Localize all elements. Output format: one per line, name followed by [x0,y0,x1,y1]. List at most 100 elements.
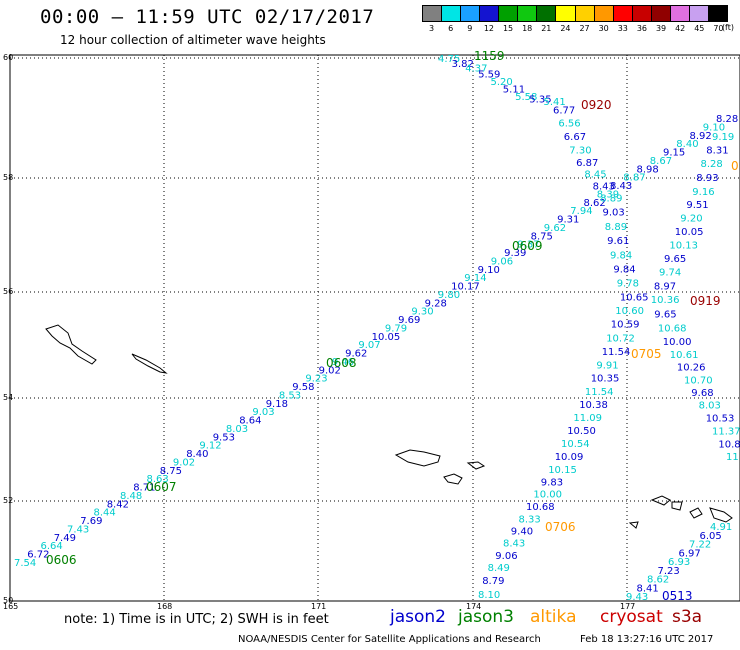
lat-label-52: 52 [3,496,13,505]
color-tick-27: 27 [579,24,590,33]
color-tick-15: 15 [502,24,514,33]
lon-label-171: 171 [311,602,326,611]
lon-label-174: 174 [466,602,481,611]
satellite-label-jason2: jason2 [390,607,446,627]
color-tick-33: 33 [617,24,628,33]
swh-north-b-label: 8.03 [699,401,721,412]
swh-sw-ne-label: 9.10 [703,122,725,133]
swh-sw-ne-label: 6.64 [41,541,63,552]
pass-time-label: 1159 [474,49,505,63]
wave-height-color-scale: 3 6 9 12 15 18 21 24 27 30 33 36 39 42 45 70 (ft) [422,5,734,33]
swh-sw-ne-label: 8.63 [147,474,169,485]
color-tick-39: 39 [655,24,667,33]
coastline-medny-island [131,353,168,374]
color-swatch-42 [670,6,690,21]
lat-label-56: 56 [3,287,13,296]
swh-sw-ne-label: 8.40 [676,139,698,150]
color-swatch-12 [480,6,500,21]
swh-sw-ne-label: 9.12 [199,441,221,452]
coastlines [45,324,733,529]
swh-sw-ne-label: 7.54 [14,558,36,569]
swh-north-a-label: 9.84 [610,250,632,261]
swh-north-a-label: 9.78 [617,278,639,289]
color-scale-bar [422,5,728,22]
swh-north-a-label: 3.82 [452,59,474,70]
swh-north-a-label: 5.11 [503,85,525,96]
swh-sw-ne-label: 9.62 [345,349,367,360]
swh-north-a-label: 9.83 [541,477,563,488]
swh-north-a-label: 10.68 [526,502,555,513]
swh-north-a-label: 10.54 [561,439,590,450]
swh-north-a-label: 5.41 [544,97,566,108]
pass-time-label: 0705 [631,347,662,361]
swh-north-b-label: 10.8 [718,440,740,451]
swh-north-a-label: 10.59 [611,320,640,331]
color-tick-42: 42 [675,24,686,33]
swh-north-a-label: 10.50 [567,426,596,437]
swh-sw-ne-label: 9.30 [411,307,433,318]
swh-se-label: 7.22 [689,540,711,551]
swh-se-label: 6.93 [668,557,690,568]
swh-sw-ne-label: 9.46 [332,357,354,368]
color-swatch-36 [632,6,652,21]
color-swatch-33 [613,6,633,21]
swh-north-a-label: 9.03 [603,208,625,219]
swh-sw-ne-label: 9.15 [663,148,685,159]
swh-sw-ne-label: 9.18 [266,399,288,410]
swh-north-a-label: 6.67 [564,132,586,143]
swh-sw-ne-label: 9.02 [173,458,195,469]
swh-north-b-label: 9.20 [680,213,702,224]
swh-north-a-label: 8.79 [482,576,504,587]
color-scale-unit: (ft) [721,23,734,32]
color-tick-45: 45 [694,24,705,33]
coastline-aleutian-6 [689,507,703,519]
pass-time-label: 0609 [512,239,543,253]
color-swatch-30 [594,6,614,21]
footer-note: note: 1) Time is in UTC; 2) SWH is in fe… [64,612,329,627]
lon-label-168: 168 [157,602,172,611]
swh-north-a-label: 11.09 [573,413,602,424]
swh-north-a-label: 5.59 [478,70,500,81]
swh-sw-ne-label: 8.28 [716,114,738,125]
swh-north-a-label: 5.20 [491,77,513,88]
lat-label-58: 58 [3,173,13,182]
swh-sw-ne-label: 9.23 [305,374,327,385]
coastline-aleutian-5 [671,501,683,511]
swh-sw-ne-label: 8.40 [186,449,208,460]
swh-se-label: 8.62 [647,575,669,586]
satellite-label-jason3: jason3 [458,607,514,627]
satellite-label-s3a: s3a [672,607,703,627]
lat-label-54: 54 [3,393,13,402]
swh-north-a-label: 10.65 [620,292,649,303]
swh-sw-ne-label: 8.64 [239,416,261,427]
swh-north-b-label: 10.68 [658,324,687,335]
swh-sw-ne-label: 9.07 [358,340,380,351]
swh-sw-ne-label: 8.48 [120,491,142,502]
credit-line: NOAA/NESDIS Center for Satellite Applica… [238,634,541,645]
swh-sw-ne-label: 7.69 [80,516,102,527]
swh-north-b-label: 10.05 [675,227,704,238]
swh-se-label: 6.97 [679,548,701,559]
swh-sw-ne-label: 8.43 [610,181,632,192]
coastline-commander-island [45,324,97,365]
color-swatch-18 [518,6,538,21]
swh-north-b-label: 10.00 [663,337,692,348]
color-tick-21: 21 [541,24,552,33]
generated-timestamp: Feb 18 13:27:16 UTC 2017 [580,634,714,645]
altimeter-tracks: 7.546.726.647.497.437.698.448.428.488.71… [14,49,740,603]
color-tick-30: 30 [598,24,609,33]
swh-north-a-label: 10.15 [548,465,577,476]
swh-north-a-label: 10.09 [555,452,584,463]
color-tick-24: 24 [560,24,571,33]
color-swatch-70 [708,6,727,21]
satellite-label-altika: altika [530,607,577,627]
color-swatch-24 [556,6,576,21]
swh-north-a-label: 10.60 [615,306,644,317]
swh-sw-ne-label: 9.10 [478,265,500,276]
swh-se-label: 7.23 [658,566,680,577]
coastline-aleutian-4 [650,495,671,506]
color-tick-70: 70 [713,24,724,33]
swh-sw-ne-label: 8.67 [650,156,672,167]
swh-north-a-label: 10.72 [606,333,635,344]
